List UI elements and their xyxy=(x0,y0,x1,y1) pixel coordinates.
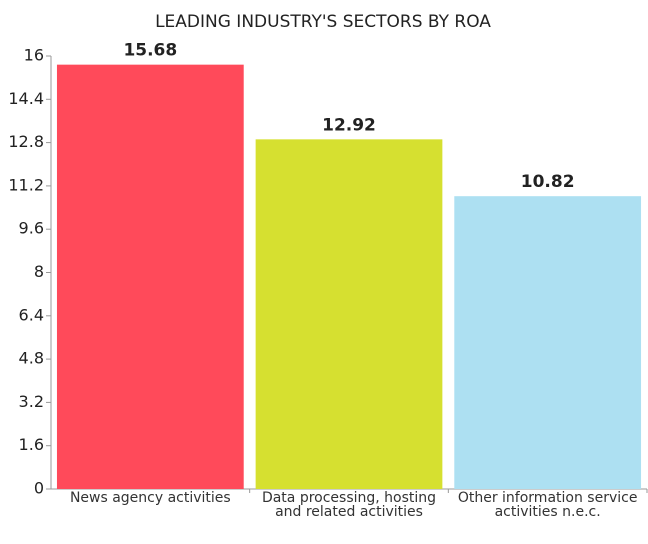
y-tick-label: 12.8 xyxy=(8,132,44,151)
y-tick-label: 14.4 xyxy=(8,89,44,108)
bar xyxy=(56,64,244,489)
data-label: 12.92 xyxy=(322,115,376,135)
y-tick-label: 16 xyxy=(24,46,44,65)
y-tick-label: 6.4 xyxy=(19,305,44,324)
y-tick-label: 0 xyxy=(34,479,44,498)
y-tick-label: 8 xyxy=(34,262,44,281)
data-label: 10.82 xyxy=(521,172,575,192)
chart-title: LEADING INDUSTRY'S SECTORS BY ROA xyxy=(155,12,491,32)
y-tick-label: 1.6 xyxy=(19,435,44,454)
x-tick-label: Other information service activities n.e… xyxy=(457,490,638,520)
bar xyxy=(255,139,443,490)
y-tick-label: 3.2 xyxy=(19,392,44,411)
y-tick-label: 9.6 xyxy=(19,219,44,238)
x-tick-label: Data processing, hosting and related act… xyxy=(261,490,437,520)
x-tick-label: News agency activities xyxy=(69,490,231,506)
y-tick-label: 11.2 xyxy=(8,175,44,194)
data-label: 15.68 xyxy=(123,41,177,61)
y-tick-label: 4.8 xyxy=(19,349,44,368)
bar xyxy=(454,196,642,489)
